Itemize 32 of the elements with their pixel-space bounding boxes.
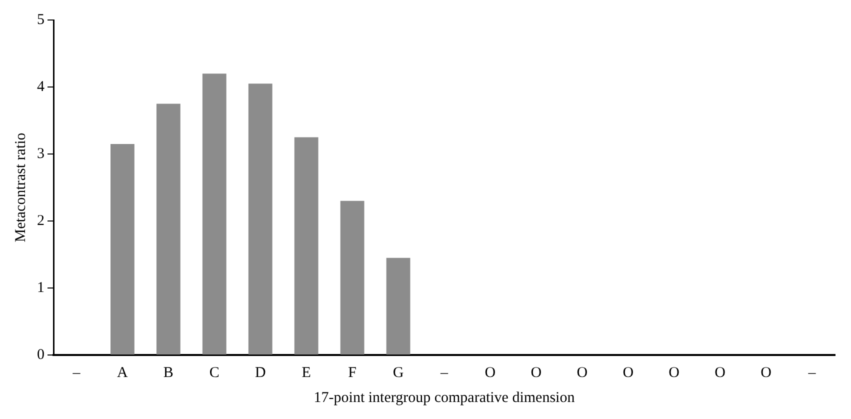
bar <box>386 258 410 354</box>
y-tick-label: 1 <box>37 280 44 296</box>
bar <box>156 104 180 354</box>
x-tick-label: A <box>117 364 128 381</box>
x-tick-label: C <box>209 364 220 381</box>
y-tick-label: 3 <box>37 146 44 162</box>
x-tick-label: O <box>668 364 680 381</box>
x-tick-label: – <box>72 364 81 381</box>
x-tick-label: F <box>348 364 356 381</box>
x-tick-label: O <box>760 364 772 381</box>
x-tick-label: O <box>530 364 542 381</box>
x-tick-label: E <box>302 364 311 381</box>
x-tick-label: – <box>440 364 448 381</box>
x-tick-label: O <box>576 364 588 381</box>
y-tick-label: 4 <box>37 78 45 95</box>
x-tick-label: O <box>714 364 726 381</box>
x-tick-label: B <box>163 364 174 381</box>
x-tick-label: G <box>392 364 404 381</box>
y-tick-label: 0 <box>37 346 44 363</box>
bar <box>340 200 364 354</box>
bar <box>294 137 318 354</box>
x-tick-label: D <box>254 364 266 381</box>
x-tick-label: – <box>807 364 816 381</box>
y-axis-title: Metacontrast ratio <box>12 132 29 242</box>
bar <box>110 144 134 354</box>
y-tick-label: 5 <box>37 12 44 28</box>
bar <box>202 74 226 354</box>
x-tick-label: O <box>484 364 496 381</box>
x-tick-label: O <box>622 364 634 381</box>
y-tick-label: 2 <box>37 212 44 229</box>
bar <box>248 84 272 354</box>
x-axis-title: 17-point intergroup comparative dimension <box>314 390 576 406</box>
